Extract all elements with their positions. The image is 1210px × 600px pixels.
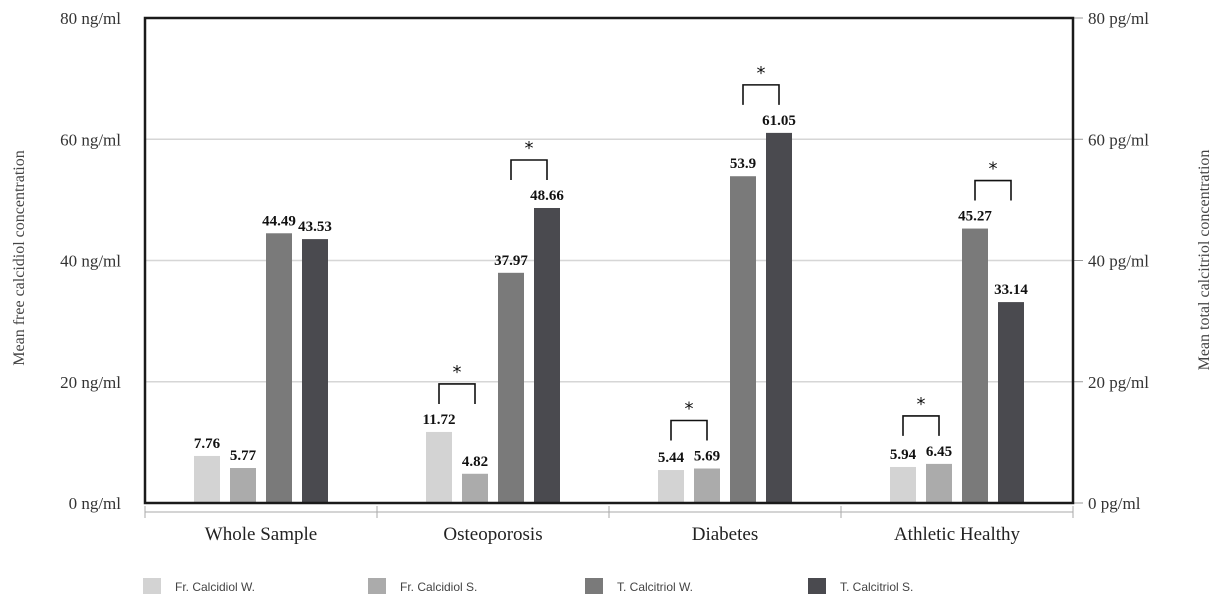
legend-swatch <box>143 578 161 594</box>
bar <box>462 473 488 503</box>
data-label: 4.82 <box>462 454 488 470</box>
significance-bracket <box>670 419 708 441</box>
y-tick-label-right: 80 pg/ml <box>1088 9 1149 28</box>
significance-bracket <box>974 179 1012 201</box>
significance-bracket <box>902 415 940 436</box>
plot-border <box>143 16 1075 505</box>
y-tick-label-left: 40 ng/ml <box>60 252 121 271</box>
data-label: 43.53 <box>298 219 332 235</box>
bar <box>230 468 256 503</box>
legend-label: Fr. Calcidiol W. <box>175 580 255 594</box>
category-label: Osteoporosis <box>443 524 542 545</box>
category-label: Athletic Healthy <box>894 524 1021 545</box>
significance-bracket <box>742 84 780 105</box>
plot-frame <box>143 16 1075 505</box>
bar <box>302 239 328 504</box>
data-label: 48.66 <box>530 188 564 204</box>
y-tick-label-right: 60 pg/ml <box>1088 130 1149 149</box>
bar <box>498 272 524 503</box>
category-label: Whole Sample <box>205 524 317 545</box>
category-labels: Whole Sample Osteoporosis Diabetes Athletic… <box>205 524 1021 545</box>
bar <box>534 207 560 503</box>
bar <box>962 228 988 503</box>
significance-bracket <box>510 159 548 180</box>
legend-swatch <box>368 578 386 594</box>
legend-swatch <box>808 578 826 594</box>
data-labels: 7.76 5.77 44.49 43.53 11.72 4.82 37.97 48.66 5.4… <box>194 113 1029 470</box>
data-label: 44.49 <box>262 213 296 229</box>
category-label: Diabetes <box>692 524 758 545</box>
significance-star: * <box>525 138 534 159</box>
significance-star: * <box>917 394 926 415</box>
tick-labels: 0 ng/ml 0 pg/ml 20 ng/ml 20 pg/ml 40 ng/ml 40… <box>60 9 1149 513</box>
legend-swatch <box>585 578 603 594</box>
bar <box>694 468 720 503</box>
y-tick-label-left: 0 ng/ml <box>69 494 122 513</box>
significance-star: * <box>989 159 998 180</box>
data-label: 33.14 <box>994 282 1028 298</box>
bar <box>926 463 952 503</box>
y-tick-label-right: 40 pg/ml <box>1088 252 1149 271</box>
legend-label: T. Calcitriol S. <box>840 580 913 594</box>
significance-star: * <box>685 399 694 420</box>
significance-star: * <box>757 63 766 84</box>
y-tick-label-left: 20 ng/ml <box>60 373 121 392</box>
data-label: 11.72 <box>423 412 456 428</box>
bar <box>998 302 1024 503</box>
y-axis-label-left: Mean free calcidiol concentration <box>11 150 28 365</box>
y-tick-label-right: 0 pg/ml <box>1088 494 1141 513</box>
data-label: 53.9 <box>730 156 756 172</box>
significance-bracket <box>438 383 476 404</box>
data-label: 45.27 <box>958 209 992 225</box>
data-label: 7.76 <box>194 436 221 452</box>
significance-brackets: * * * * * * <box>438 63 1012 441</box>
legend-label: T. Calcitriol W. <box>617 580 693 594</box>
bar <box>426 431 452 503</box>
grid-lines <box>144 17 1083 518</box>
data-label: 61.05 <box>762 113 796 129</box>
data-label: 5.94 <box>890 447 917 463</box>
y-tick-label-right: 20 pg/ml <box>1088 373 1149 392</box>
bar <box>266 233 292 504</box>
significance-star: * <box>453 362 462 383</box>
data-label: 5.44 <box>658 450 685 466</box>
data-label: 37.97 <box>494 253 528 269</box>
y-axis-label-right: Mean total calcitriol concentration <box>1196 150 1210 371</box>
bar <box>890 466 916 503</box>
bar <box>766 132 792 503</box>
bar <box>194 455 220 503</box>
data-label: 5.69 <box>694 449 720 465</box>
bars <box>194 132 1024 504</box>
legend-label: Fr. Calcidiol S. <box>400 580 477 594</box>
bar <box>730 176 756 503</box>
data-label: 6.45 <box>926 444 952 460</box>
y-tick-label-left: 80 ng/ml <box>60 9 121 28</box>
data-label: 5.77 <box>230 448 257 464</box>
bar <box>658 470 684 503</box>
legend: Fr. Calcidiol W. Fr. Calcidiol S. T. Calci… <box>143 578 913 594</box>
y-tick-label-left: 60 ng/ml <box>60 130 121 149</box>
